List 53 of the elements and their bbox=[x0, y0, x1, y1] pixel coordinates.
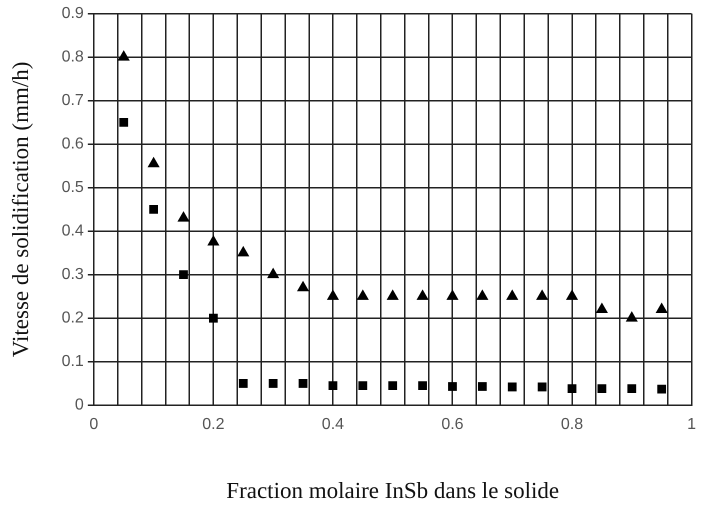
point bbox=[298, 379, 308, 388]
point bbox=[478, 382, 487, 391]
point bbox=[388, 381, 398, 390]
point bbox=[626, 312, 638, 322]
y-tick-label: 0.9 bbox=[62, 5, 84, 22]
point bbox=[568, 384, 576, 394]
point bbox=[297, 281, 309, 292]
point bbox=[178, 212, 190, 222]
point bbox=[358, 381, 368, 390]
point bbox=[208, 314, 218, 323]
x-tick-label: 0 bbox=[89, 416, 98, 434]
point bbox=[508, 382, 517, 392]
point bbox=[208, 236, 220, 246]
y-tick-label: 0.4 bbox=[62, 222, 84, 240]
point bbox=[596, 302, 608, 313]
point bbox=[506, 290, 518, 300]
point bbox=[148, 157, 160, 168]
point bbox=[627, 384, 636, 394]
point bbox=[328, 381, 338, 390]
point bbox=[268, 379, 278, 388]
point bbox=[657, 384, 666, 394]
point bbox=[536, 290, 548, 300]
point bbox=[416, 290, 428, 300]
point bbox=[418, 381, 427, 390]
y-tick-label: 0.1 bbox=[62, 353, 84, 370]
point bbox=[566, 290, 578, 300]
point bbox=[446, 290, 458, 300]
point bbox=[238, 379, 248, 388]
y-tick-label: 0.8 bbox=[62, 48, 84, 66]
point bbox=[179, 270, 188, 280]
y-tick-label: 0.3 bbox=[62, 266, 84, 284]
point bbox=[387, 290, 398, 300]
point bbox=[598, 384, 606, 394]
y-tick-label: 0.2 bbox=[62, 310, 84, 327]
y-tick-label: 0.5 bbox=[62, 179, 84, 196]
point bbox=[538, 382, 547, 392]
x-tick-label: 1 bbox=[687, 416, 696, 434]
y-tick-label: 0.7 bbox=[62, 92, 84, 110]
point bbox=[476, 290, 488, 300]
point bbox=[267, 268, 279, 278]
point bbox=[448, 382, 457, 391]
x-tick-label: 0.6 bbox=[441, 416, 464, 434]
y-tick-label: 0.6 bbox=[62, 136, 84, 153]
x-tick-label: 0.8 bbox=[560, 416, 584, 434]
y-tick-label: 0 bbox=[74, 396, 84, 414]
point bbox=[357, 290, 369, 300]
point bbox=[238, 246, 249, 256]
point bbox=[327, 290, 339, 300]
x-axis-title: Fraction molaire InSb dans le solide bbox=[226, 478, 560, 504]
point bbox=[656, 302, 668, 313]
x-tick-label: 0.2 bbox=[202, 416, 225, 434]
y-axis-title: Vitesse de solidification (mm/h) bbox=[8, 62, 33, 358]
x-tick-label: 0.4 bbox=[322, 416, 344, 434]
